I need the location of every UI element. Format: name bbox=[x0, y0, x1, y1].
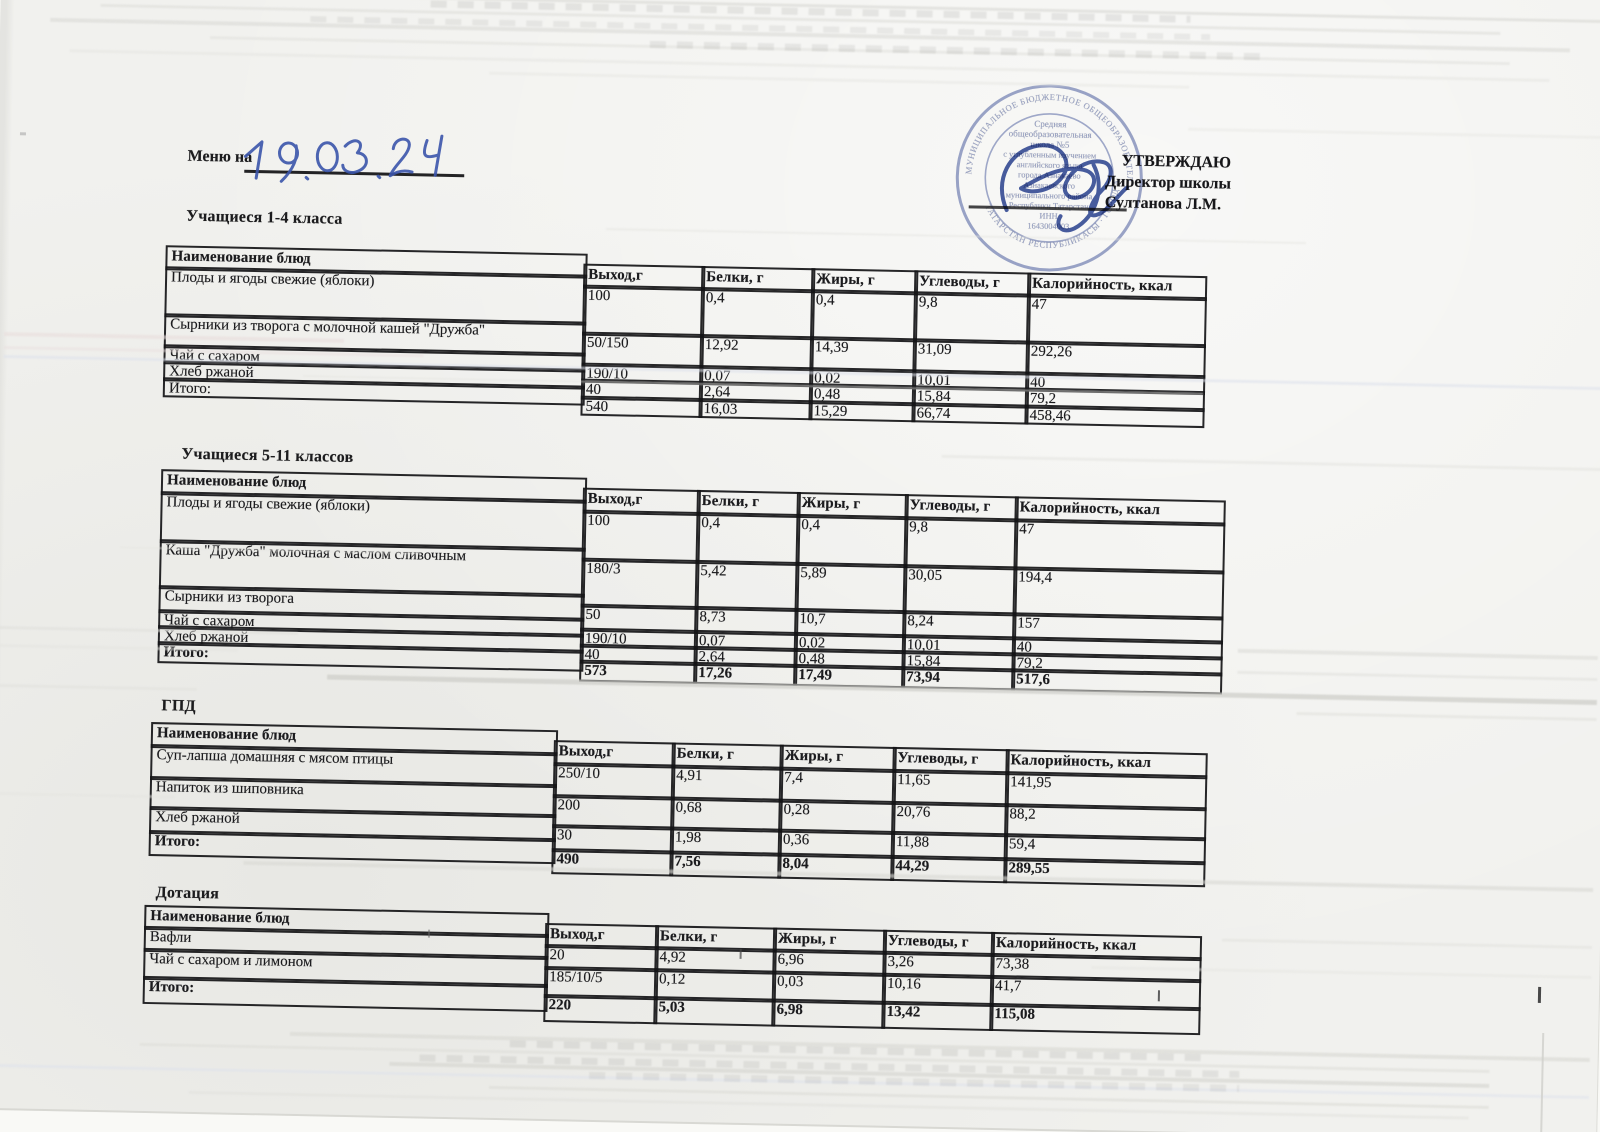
nutrition-value-cell: 7,56 bbox=[669, 850, 782, 879]
scan-streak bbox=[188, 1090, 1469, 1120]
nutrition-value-cell: 44,29 bbox=[890, 854, 1008, 884]
nutrition-value-cell: 5,03 bbox=[653, 996, 776, 1027]
nutrition-value-cell: 9,8 bbox=[903, 516, 1019, 571]
scan-streak bbox=[0, 1063, 1589, 1099]
scan-streak bbox=[289, 1031, 1590, 1062]
nutrition-value-cell: 9,8 bbox=[912, 291, 1031, 345]
scan-streak bbox=[389, 1061, 1490, 1088]
scan-streak bbox=[0, 683, 197, 691]
scan-streak bbox=[1237, 670, 1598, 682]
nutrition-value-cell: 517,6 bbox=[1011, 668, 1223, 695]
nutrition-value-cell: 15,29 bbox=[808, 400, 916, 423]
ghost-text-bleedthrough bbox=[419, 1054, 1240, 1078]
section-title-dotation: Дотация bbox=[155, 884, 220, 903]
nutrition-value-cell: 6,98 bbox=[771, 998, 886, 1029]
nutrition-value-cell: 220 bbox=[543, 993, 658, 1025]
nutrition-value-cell: 5,89 bbox=[794, 561, 908, 615]
ghost-text-bleedthrough bbox=[509, 1040, 1210, 1062]
ghost-text-bleedthrough bbox=[310, 16, 1211, 41]
scan-streak bbox=[1296, 712, 1597, 722]
section-title-grades-5-11: Учащиеся 5-11 классов bbox=[181, 445, 354, 467]
scan-streak bbox=[488, 1085, 1489, 1109]
nutrition-value-cell: 180/3 bbox=[580, 557, 700, 610]
scan-artifact-mark bbox=[19, 132, 27, 136]
scan-streak bbox=[1188, 127, 1600, 140]
nutrition-value-cell: 66,74 bbox=[911, 402, 1029, 425]
nutrition-value-cell: 13,42 bbox=[881, 1000, 994, 1031]
ghost-text-bleedthrough bbox=[430, 0, 1191, 23]
nutrition-value-cell: 8,04 bbox=[777, 852, 895, 881]
director-signature bbox=[1000, 143, 1130, 233]
nutrition-value-cell: 100 bbox=[582, 284, 706, 339]
ghost-text-bleedthrough bbox=[589, 1071, 1240, 1092]
handwritten-date bbox=[243, 134, 444, 183]
nutrition-value-cell: 100 bbox=[581, 509, 701, 564]
scan-streak bbox=[10, 0, 1600, 24]
scan-streak bbox=[209, 36, 1510, 66]
nutrition-value-cell: 458,46 bbox=[1024, 404, 1205, 429]
nutrition-value-cell: 289,55 bbox=[1003, 857, 1206, 888]
nutrition-value-cell: 0,4 bbox=[700, 286, 816, 341]
scan-streak bbox=[100, 3, 1501, 35]
nutrition-value-cell: 30,05 bbox=[902, 564, 1018, 617]
nutrition-value-cell: 17,26 bbox=[693, 661, 798, 686]
nutrition-value-cell: 573 bbox=[579, 659, 698, 684]
scan-streak bbox=[0, 791, 175, 799]
scan-artifact-mark bbox=[1537, 986, 1542, 1003]
scan-streak bbox=[69, 49, 1550, 82]
nutrition-value-cell: 5,42 bbox=[694, 559, 800, 612]
scan-streak bbox=[139, 1042, 1490, 1073]
ghost-text-bleedthrough bbox=[649, 40, 1270, 61]
nutrition-value-cell: 540 bbox=[580, 395, 703, 419]
scan-streak bbox=[1222, 938, 1592, 949]
scan-streak bbox=[50, 17, 1571, 53]
nutrition-value-cell: 115,08 bbox=[989, 1002, 1201, 1036]
nutrition-value-cell: 47 bbox=[1025, 293, 1207, 349]
nutrition-value-cell: 0,4 bbox=[695, 511, 801, 567]
nutrition-value-cell: 16,03 bbox=[698, 397, 813, 421]
nutrition-value-cell: 17,49 bbox=[793, 663, 906, 689]
scan-streak bbox=[941, 454, 1600, 472]
section-title-gpd: ГПД bbox=[161, 697, 196, 715]
nutrition-value-cell: 490 bbox=[551, 848, 674, 877]
section-title-grades-1-4: Учащиеся 1-4 класса bbox=[186, 207, 343, 228]
nutrition-value-cell: 0,4 bbox=[795, 513, 909, 569]
scan-artifact-mark bbox=[1540, 1033, 1545, 1132]
scan-streak bbox=[1237, 648, 1598, 661]
nutrition-value-cell: 73,94 bbox=[901, 666, 1016, 691]
nutrition-value-cell: 0,4 bbox=[809, 289, 918, 343]
